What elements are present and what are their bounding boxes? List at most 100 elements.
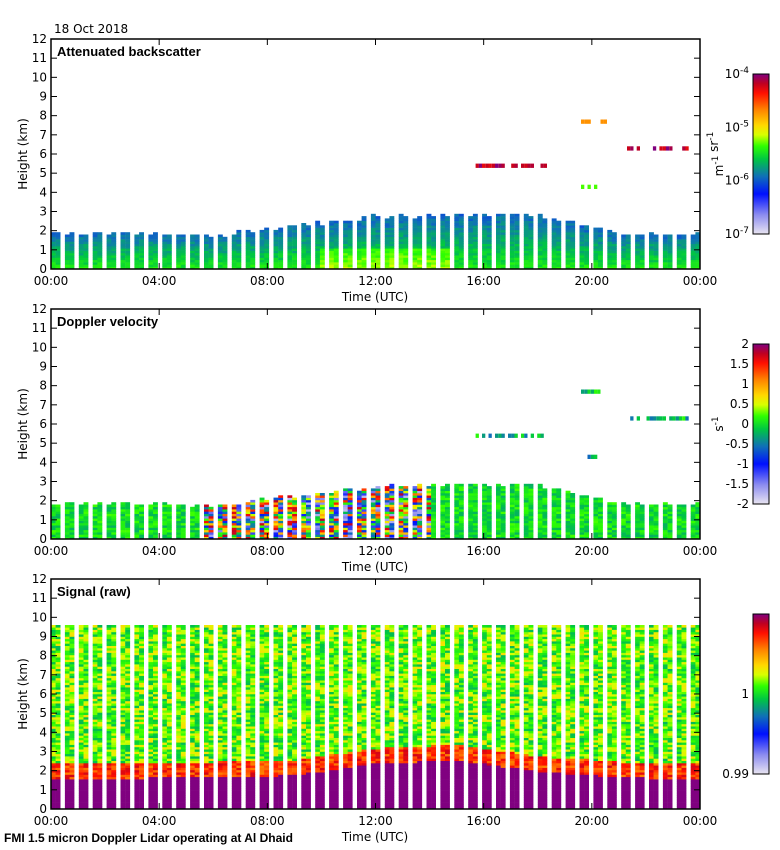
heatmap-cell [417, 532, 423, 535]
heatmap-cell [417, 229, 423, 233]
heatmap-cell [69, 749, 75, 752]
heatmap-cell [69, 767, 75, 771]
heatmap-cell [78, 806, 84, 810]
heatmap-cell [412, 257, 418, 261]
heatmap-cell [398, 490, 404, 494]
heatmap-cell [412, 241, 418, 244]
heatmap-cell [496, 255, 501, 258]
heatmap-cell [551, 259, 557, 263]
heatmap-cell [166, 527, 172, 531]
heatmap-cell [347, 493, 353, 496]
heatmap-cell [217, 241, 223, 244]
heatmap-cell [64, 758, 70, 761]
heatmap-cell [64, 781, 70, 784]
heatmap-cell [593, 506, 599, 510]
heatmap-cell [306, 250, 311, 254]
heatmap-cell [514, 490, 520, 494]
heatmap-cell [565, 248, 571, 251]
heatmap-cell [343, 223, 348, 226]
heatmap-cell [611, 255, 617, 258]
heatmap-cell [245, 255, 251, 258]
heatmap-cell [190, 259, 195, 263]
x-tick-label: 00:00 [34, 274, 69, 288]
heatmap-cell [417, 232, 423, 235]
heatmap-cell [426, 229, 432, 233]
heatmap-cell [148, 239, 154, 242]
heatmap-cell [120, 645, 126, 649]
heatmap-cell [593, 516, 599, 519]
heatmap-cell [329, 499, 334, 503]
heatmap-cell [431, 239, 436, 242]
heatmap-cell [78, 668, 84, 672]
heatmap-cell [329, 241, 334, 244]
heatmap-cell [347, 532, 353, 535]
heatmap-cell [97, 788, 103, 791]
heatmap-cell [625, 257, 631, 261]
heatmap-cell [51, 760, 56, 764]
heatmap-cell [55, 668, 61, 672]
heatmap-cell [64, 774, 70, 778]
heatmap-cell [584, 119, 588, 124]
heatmap-cell [653, 536, 659, 540]
heatmap-cell [139, 760, 144, 764]
heatmap-cell [431, 490, 436, 494]
heatmap-cell [148, 744, 154, 748]
heatmap-cell [217, 262, 223, 265]
heatmap-cell [217, 520, 223, 524]
heatmap-cell [570, 502, 576, 505]
heatmap-cell [190, 518, 195, 521]
heatmap-cell [611, 506, 617, 510]
heatmap-cell [667, 527, 673, 531]
heatmap-cell [542, 257, 548, 261]
heatmap-cell [570, 262, 576, 265]
heatmap-cell [593, 502, 599, 505]
heatmap-cell [662, 525, 668, 528]
heatmap-cell [551, 513, 557, 517]
heatmap-cell [97, 234, 103, 238]
heatmap-cell [139, 753, 144, 757]
heatmap-cell [565, 504, 571, 508]
heatmap-cell [55, 783, 61, 787]
heatmap-cell [565, 266, 571, 270]
heatmap-cell [97, 518, 103, 521]
heatmap-cell [347, 243, 353, 247]
heatmap-cell [662, 236, 668, 240]
heatmap-cell [361, 264, 367, 267]
heatmap-cell [111, 714, 117, 718]
heatmap-cell [551, 225, 557, 228]
heatmap-cell [125, 710, 131, 713]
heatmap-cell [319, 509, 325, 512]
heatmap-cell [245, 232, 251, 235]
heatmap-cell [292, 518, 297, 521]
heatmap-cell [125, 264, 131, 267]
heatmap-cell [486, 502, 492, 505]
heatmap-cell [78, 520, 84, 524]
heatmap-cell [51, 516, 56, 519]
heatmap-cell [51, 689, 56, 692]
heatmap-cell [139, 795, 144, 798]
heatmap-cell [106, 790, 112, 794]
heatmap-cell [357, 227, 362, 231]
heatmap-cell [607, 252, 613, 256]
heatmap-cell [375, 232, 381, 235]
heatmap-cell [570, 257, 576, 261]
heatmap-cell [514, 241, 520, 244]
heatmap-cell [78, 506, 84, 510]
heatmap-cell [64, 513, 70, 517]
heatmap-cell [55, 241, 61, 244]
heatmap-cell [111, 677, 117, 681]
heatmap-cell [273, 264, 279, 267]
heatmap-cell [236, 264, 242, 267]
heatmap-cell [375, 252, 381, 256]
heatmap-cell [120, 795, 126, 798]
heatmap-cell [551, 532, 557, 535]
heatmap-cell [509, 499, 515, 503]
heatmap-cell [111, 772, 117, 775]
heatmap-cell [593, 536, 599, 540]
heatmap-cell [92, 749, 98, 752]
heatmap-cell [598, 227, 603, 231]
heatmap-cell [667, 518, 673, 521]
heatmap-cell [454, 241, 460, 244]
heatmap-cell [148, 648, 154, 651]
heatmap-cell [153, 806, 158, 810]
